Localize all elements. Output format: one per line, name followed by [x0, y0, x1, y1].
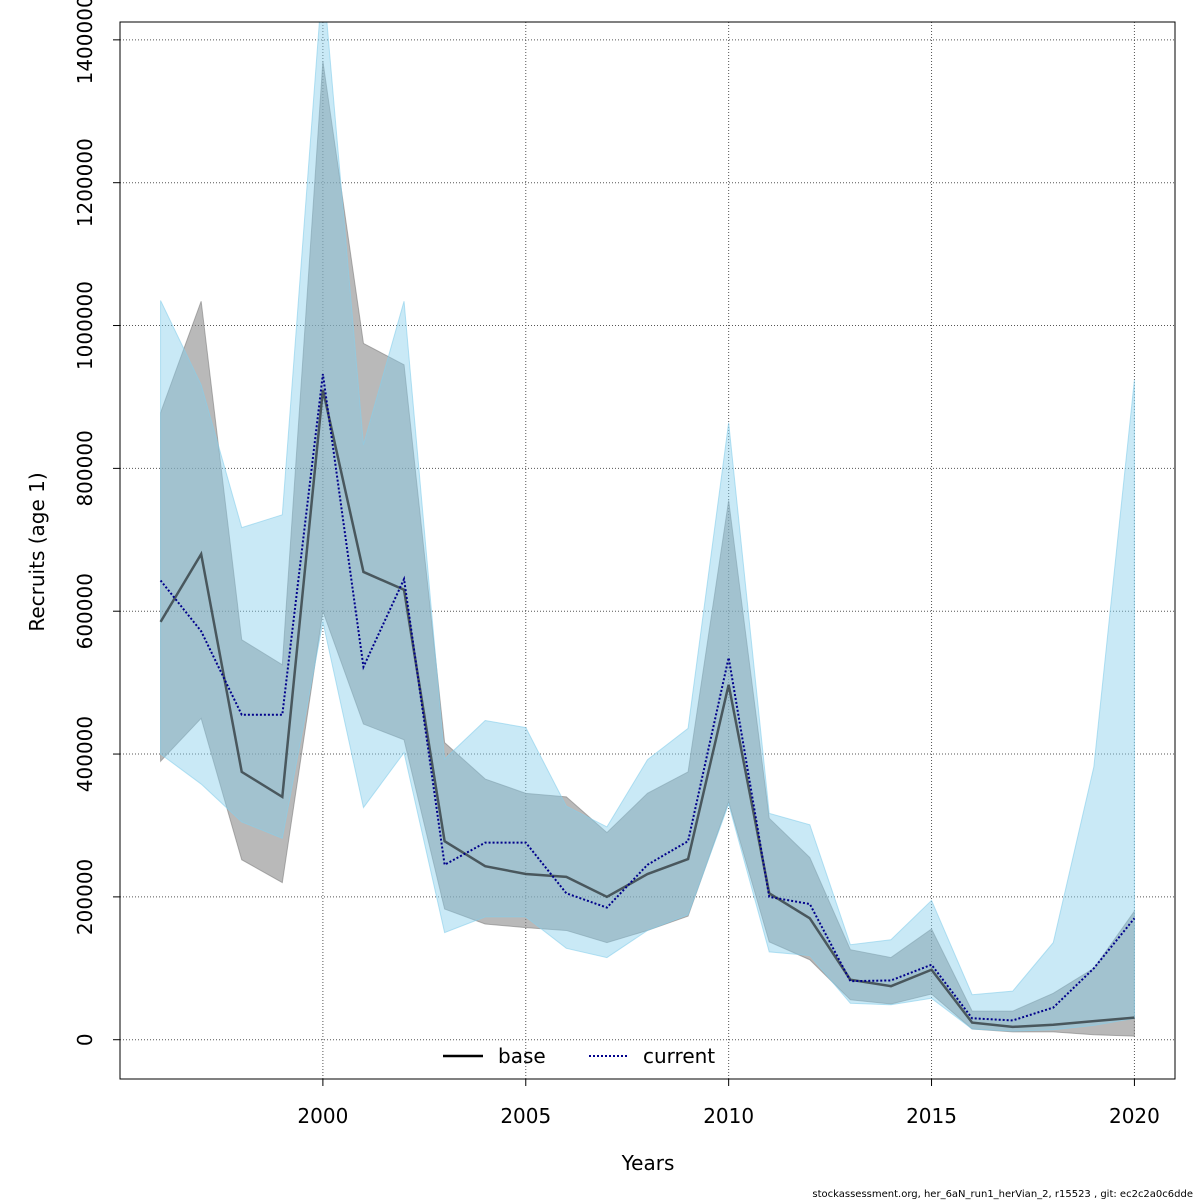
y-axis-title: Recruits (age 1): [25, 472, 49, 631]
x-tick-label: 2015: [906, 1104, 957, 1128]
band-current: [160, 22, 1135, 1032]
x-tick-label: 2020: [1109, 1104, 1160, 1128]
y-tick-label: 0: [73, 1033, 97, 1046]
y-tick-label: 1200000: [73, 138, 97, 227]
x-axis-title: Years: [621, 1151, 675, 1175]
plot-frame: [119, 21, 1176, 1080]
band-base: [160, 61, 1135, 1037]
y-tick-label: 800000: [73, 430, 97, 506]
x-tick-label: 2005: [500, 1104, 551, 1128]
y-tick-label: 400000: [73, 716, 97, 792]
line-base: [159, 389, 1135, 1029]
legend: base current: [443, 1044, 715, 1068]
y-tick-label: 200000: [73, 859, 97, 935]
series-lines: [159, 373, 1136, 1029]
x-tick-label: 2000: [297, 1104, 348, 1128]
y-axis: 0 200000 400000 600000 800000 1000000 1200000 1…: [73, 0, 120, 1046]
y-tick-label: 1400000: [73, 0, 97, 84]
x-tick-label: 2010: [703, 1104, 754, 1128]
y-tick-label: 1000000: [73, 281, 97, 370]
x-axis: 2000 2005 2010 2015 2020: [297, 1079, 1160, 1128]
line-current: [159, 373, 1136, 1022]
legend-label-current: current: [643, 1044, 715, 1068]
footer-credit: stockassessment.org, her_6aN_run1_herVia…: [812, 1189, 1193, 1200]
y-tick-label: 600000: [73, 573, 97, 649]
legend-label-base: base: [498, 1044, 546, 1068]
